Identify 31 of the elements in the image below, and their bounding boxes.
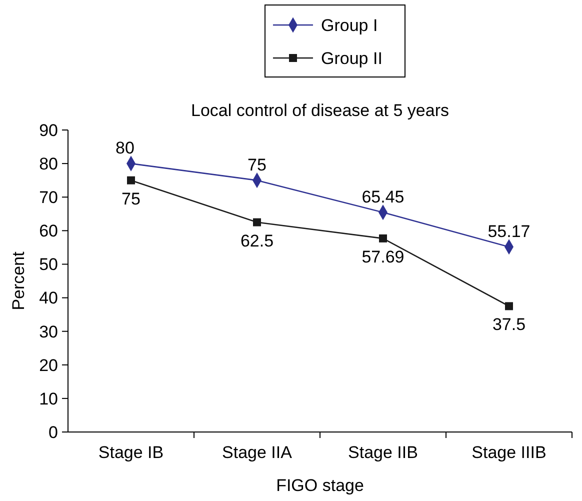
y-tick-label: 20 — [39, 356, 58, 375]
y-tick-label: 40 — [39, 288, 58, 308]
point — [505, 302, 513, 310]
data-label: 37.5 — [492, 315, 526, 334]
data-label: 75 — [248, 155, 266, 174]
y-tick-label: 80 — [39, 154, 58, 174]
y-tick-label: 60 — [39, 222, 58, 241]
data-label: 65.45 — [362, 187, 404, 206]
y-tick-label: 50 — [39, 255, 58, 274]
y-tick-label: 90 — [39, 120, 58, 140]
y-tick-label: 0 — [48, 422, 58, 442]
data-label: 55.17 — [488, 222, 530, 241]
legend-label: Group I — [321, 16, 378, 35]
point — [379, 234, 387, 242]
x-tick-label: Stage IIIB — [472, 443, 546, 462]
y-tick-label: 10 — [39, 389, 58, 408]
point — [127, 176, 135, 184]
x-tick-label: Stage IIA — [222, 443, 293, 462]
y-tick-label: 30 — [39, 322, 58, 342]
y-axis-title: Percent — [9, 251, 28, 310]
x-axis-title: FIGO stage — [276, 476, 364, 495]
point — [253, 218, 261, 226]
data-label: 75 — [122, 189, 140, 208]
data-label: 57.69 — [362, 247, 404, 266]
chart-title: Local control of disease at 5 years — [191, 101, 449, 120]
legend-label: Group II — [321, 48, 382, 68]
data-label: 62.5 — [240, 231, 274, 250]
x-tick-label: Stage IB — [98, 443, 164, 462]
data-label: 80 — [116, 138, 134, 158]
y-tick-label: 70 — [39, 188, 58, 208]
x-tick-label: Stage IIB — [348, 443, 418, 462]
